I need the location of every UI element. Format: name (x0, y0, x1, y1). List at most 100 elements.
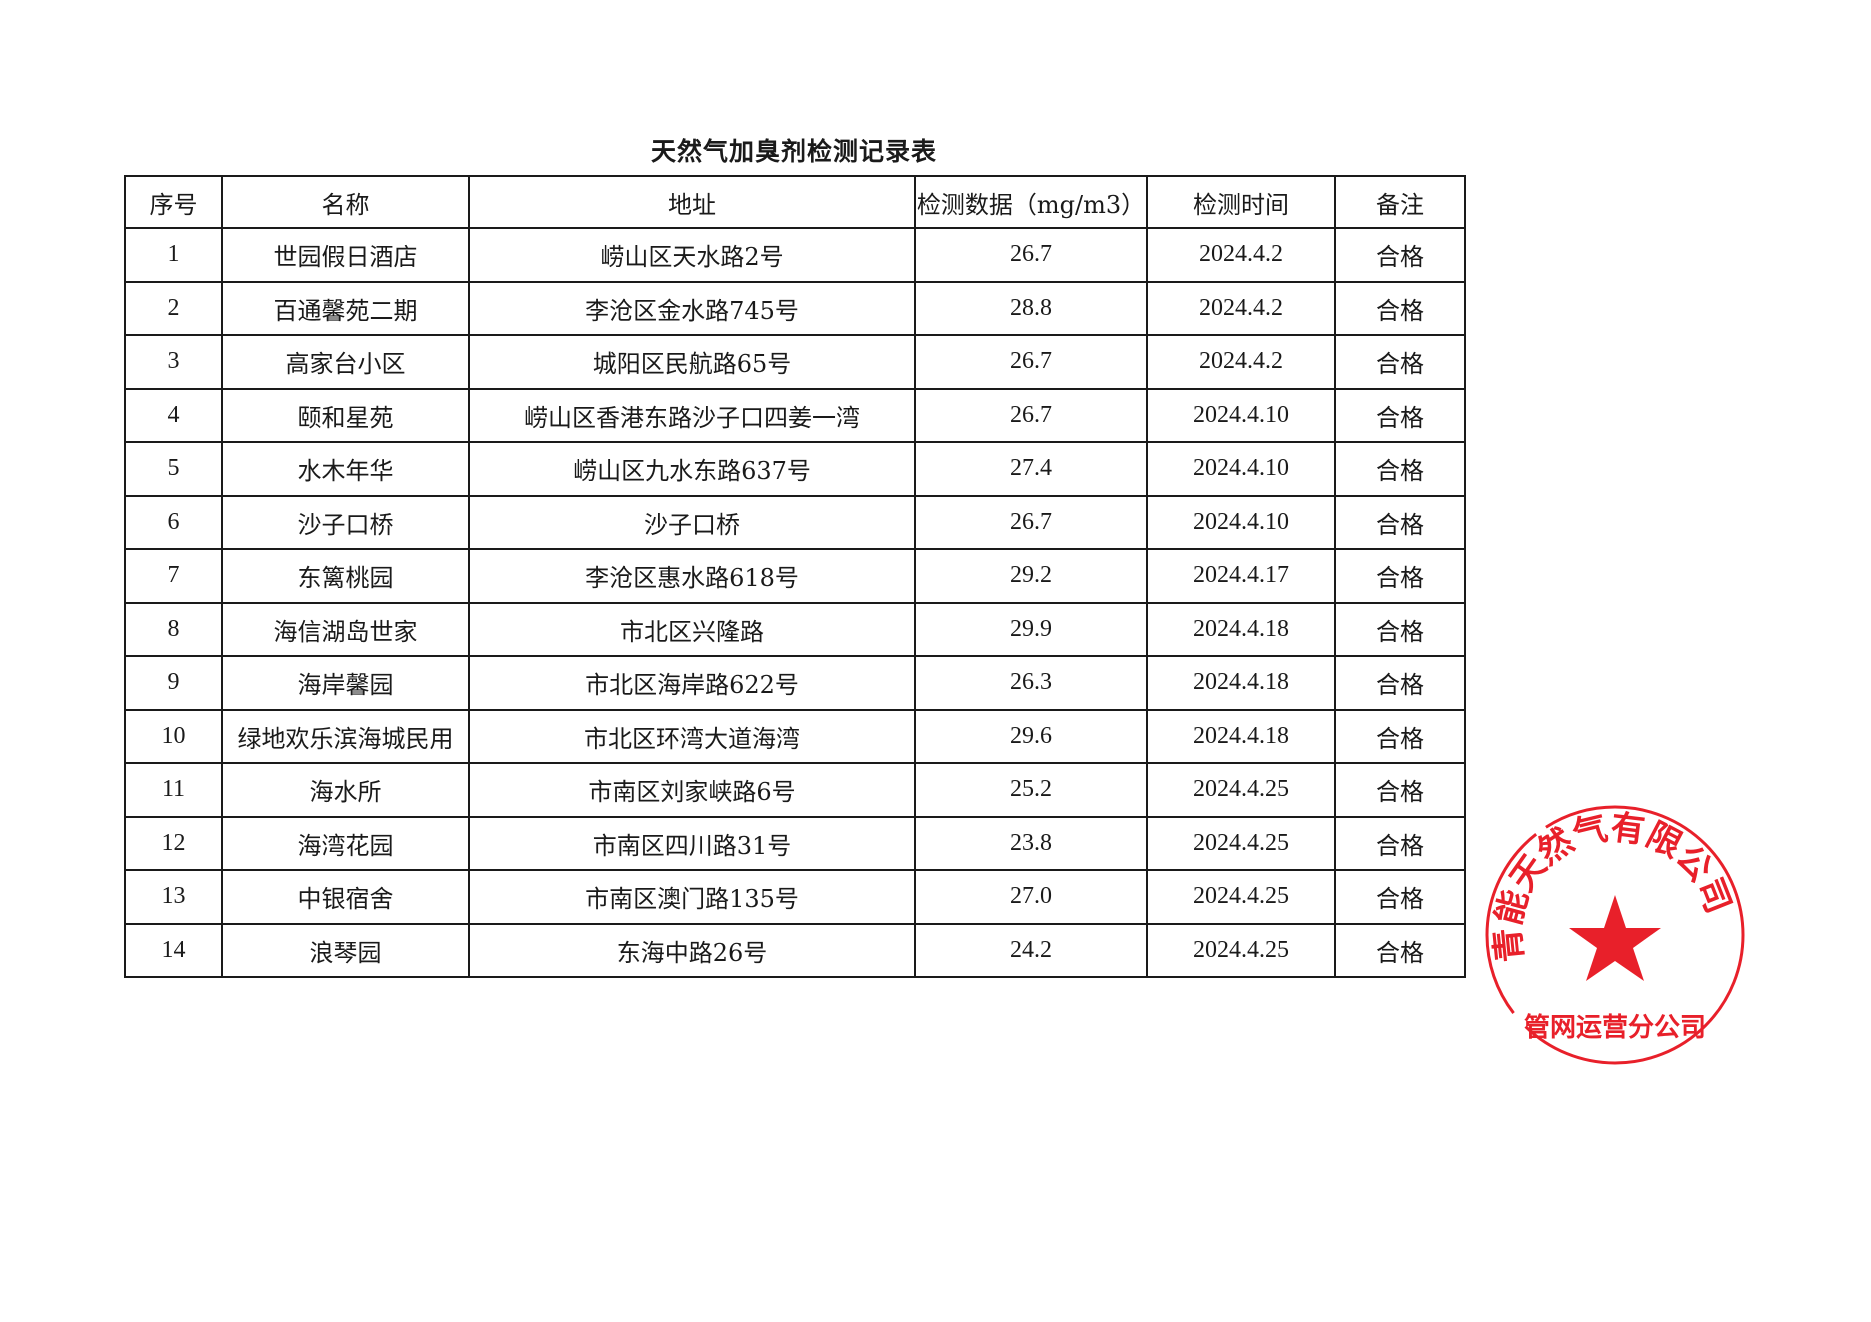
table-row: 14 浪琴园 东海中路26号 24.2 2024.4.25 合格 (124, 922, 1466, 978)
row-index-cell: 6 (124, 494, 223, 550)
inspection-record-table: 序号 名称 地址 检测数据（mg/m3） 检测时间 备注 1 世园假日酒店 崂山区天… (124, 175, 1466, 978)
site-name-cell: 沙子口桥 (221, 494, 470, 550)
inspection-date-cell: 2024.4.18 (1146, 708, 1336, 764)
measurement-value-cell: 27.0 (914, 869, 1148, 925)
seal-star-icon (1569, 895, 1661, 981)
address-cell: 市北区环湾大道海湾 (468, 708, 916, 764)
remark-cell: 合格 (1334, 708, 1466, 764)
inspection-date-cell: 2024.4.18 (1146, 601, 1336, 657)
site-name-cell: 高家台小区 (221, 334, 470, 390)
site-name-cell: 海水所 (221, 762, 470, 818)
row-index-cell: 7 (124, 548, 223, 604)
table-row: 6 沙子口桥 沙子口桥 26.7 2024.4.10 合格 (124, 494, 1466, 550)
address-cell: 崂山区九水东路637号 (468, 441, 916, 497)
inspection-date-cell: 2024.4.10 (1146, 441, 1336, 497)
remark-cell: 合格 (1334, 227, 1466, 283)
measurement-value-cell: 26.7 (914, 227, 1148, 283)
inspection-date-cell: 2024.4.2 (1146, 227, 1336, 283)
measurement-value-cell: 26.7 (914, 387, 1148, 443)
remark-cell: 合格 (1334, 815, 1466, 871)
seal-bottom-text: 管网运营分公司 (1524, 1013, 1706, 1043)
table-row: 3 高家台小区 城阳区民航路65号 26.7 2024.4.2 合格 (124, 334, 1466, 390)
row-index-cell: 13 (124, 869, 223, 925)
remark-cell: 合格 (1334, 762, 1466, 818)
measurement-value-cell: 24.2 (914, 922, 1148, 978)
inspection-date-cell: 2024.4.17 (1146, 548, 1336, 604)
table-header-row: 序号 名称 地址 检测数据（mg/m3） 检测时间 备注 (124, 175, 1466, 229)
svg-text:青能天然气有限公司: 青能天然气有限公司 (1488, 808, 1739, 964)
row-index-cell: 4 (124, 387, 223, 443)
address-cell: 市南区四川路31号 (468, 815, 916, 871)
address-cell: 崂山区天水路2号 (468, 227, 916, 283)
measurement-value-cell: 28.8 (914, 280, 1148, 336)
table-row: 9 海岸馨园 市北区海岸路622号 26.3 2024.4.18 合格 (124, 655, 1466, 711)
inspection-date-cell: 2024.4.25 (1146, 922, 1336, 978)
column-header-index: 序号 (124, 175, 223, 229)
address-cell: 市南区澳门路135号 (468, 869, 916, 925)
table-row: 7 东篱桃园 李沧区惠水路618号 29.2 2024.4.17 合格 (124, 548, 1466, 604)
remark-cell: 合格 (1334, 922, 1466, 978)
table-row: 12 海湾花园 市南区四川路31号 23.8 2024.4.25 合格 (124, 815, 1466, 871)
address-cell: 李沧区金水路745号 (468, 280, 916, 336)
table-row: 2 百通馨苑二期 李沧区金水路745号 28.8 2024.4.2 合格 (124, 280, 1466, 336)
remark-cell: 合格 (1334, 280, 1466, 336)
measurement-value-cell: 29.9 (914, 601, 1148, 657)
document-title: 天然气加臭剂检测记录表 (650, 137, 937, 166)
site-name-cell: 浪琴园 (221, 922, 470, 978)
inspection-date-cell: 2024.4.2 (1146, 280, 1336, 336)
site-name-cell: 东篱桃园 (221, 548, 470, 604)
measurement-value-cell: 26.3 (914, 655, 1148, 711)
row-index-cell: 11 (124, 762, 223, 818)
remark-cell: 合格 (1334, 441, 1466, 497)
measurement-value-cell: 26.7 (914, 334, 1148, 390)
site-name-cell: 世园假日酒店 (221, 227, 470, 283)
site-name-cell: 水木年华 (221, 441, 470, 497)
column-header-measurement: 检测数据（mg/m3） (914, 175, 1148, 229)
measurement-value-cell: 27.4 (914, 441, 1148, 497)
address-cell: 沙子口桥 (468, 494, 916, 550)
row-index-cell: 10 (124, 708, 223, 764)
remark-cell: 合格 (1334, 334, 1466, 390)
table-row: 11 海水所 市南区刘家峡路6号 25.2 2024.4.25 合格 (124, 762, 1466, 818)
column-header-date: 检测时间 (1146, 175, 1336, 229)
inspection-date-cell: 2024.4.25 (1146, 815, 1336, 871)
site-name-cell: 海岸馨园 (221, 655, 470, 711)
remark-cell: 合格 (1334, 655, 1466, 711)
column-header-address: 地址 (468, 175, 916, 229)
measurement-value-cell: 26.7 (914, 494, 1148, 550)
address-cell: 东海中路26号 (468, 922, 916, 978)
site-name-cell: 中银宿舍 (221, 869, 470, 925)
row-index-cell: 12 (124, 815, 223, 871)
inspection-date-cell: 2024.4.10 (1146, 494, 1336, 550)
measurement-value-cell: 29.6 (914, 708, 1148, 764)
row-index-cell: 3 (124, 334, 223, 390)
inspection-date-cell: 2024.4.25 (1146, 762, 1336, 818)
row-index-cell: 2 (124, 280, 223, 336)
table-row: 8 海信湖岛世家 市北区兴隆路 29.9 2024.4.18 合格 (124, 601, 1466, 657)
site-name-cell: 绿地欢乐滨海城民用 (221, 708, 470, 764)
row-index-cell: 1 (124, 227, 223, 283)
site-name-cell: 颐和星苑 (221, 387, 470, 443)
measurement-value-cell: 29.2 (914, 548, 1148, 604)
table-row: 13 中银宿舍 市南区澳门路135号 27.0 2024.4.25 合格 (124, 869, 1466, 925)
remark-cell: 合格 (1334, 494, 1466, 550)
remark-cell: 合格 (1334, 548, 1466, 604)
remark-cell: 合格 (1334, 387, 1466, 443)
column-header-remark: 备注 (1334, 175, 1466, 229)
table-row: 10 绿地欢乐滨海城民用 市北区环湾大道海湾 29.6 2024.4.18 合格 (124, 708, 1466, 764)
address-cell: 崂山区香港东路沙子口四姜一湾 (468, 387, 916, 443)
measurement-value-cell: 25.2 (914, 762, 1148, 818)
inspection-date-cell: 2024.4.18 (1146, 655, 1336, 711)
table-row: 1 世园假日酒店 崂山区天水路2号 26.7 2024.4.2 合格 (124, 227, 1466, 283)
row-index-cell: 8 (124, 601, 223, 657)
measurement-value-cell: 23.8 (914, 815, 1148, 871)
remark-cell: 合格 (1334, 601, 1466, 657)
site-name-cell: 海湾花园 (221, 815, 470, 871)
row-index-cell: 5 (124, 441, 223, 497)
remark-cell: 合格 (1334, 869, 1466, 925)
table-row: 5 水木年华 崂山区九水东路637号 27.4 2024.4.10 合格 (124, 441, 1466, 497)
seal-arc-text: 青能天然气有限公司 (1488, 808, 1739, 964)
site-name-cell: 海信湖岛世家 (221, 601, 470, 657)
address-cell: 市南区刘家峡路6号 (468, 762, 916, 818)
inspection-date-cell: 2024.4.10 (1146, 387, 1336, 443)
